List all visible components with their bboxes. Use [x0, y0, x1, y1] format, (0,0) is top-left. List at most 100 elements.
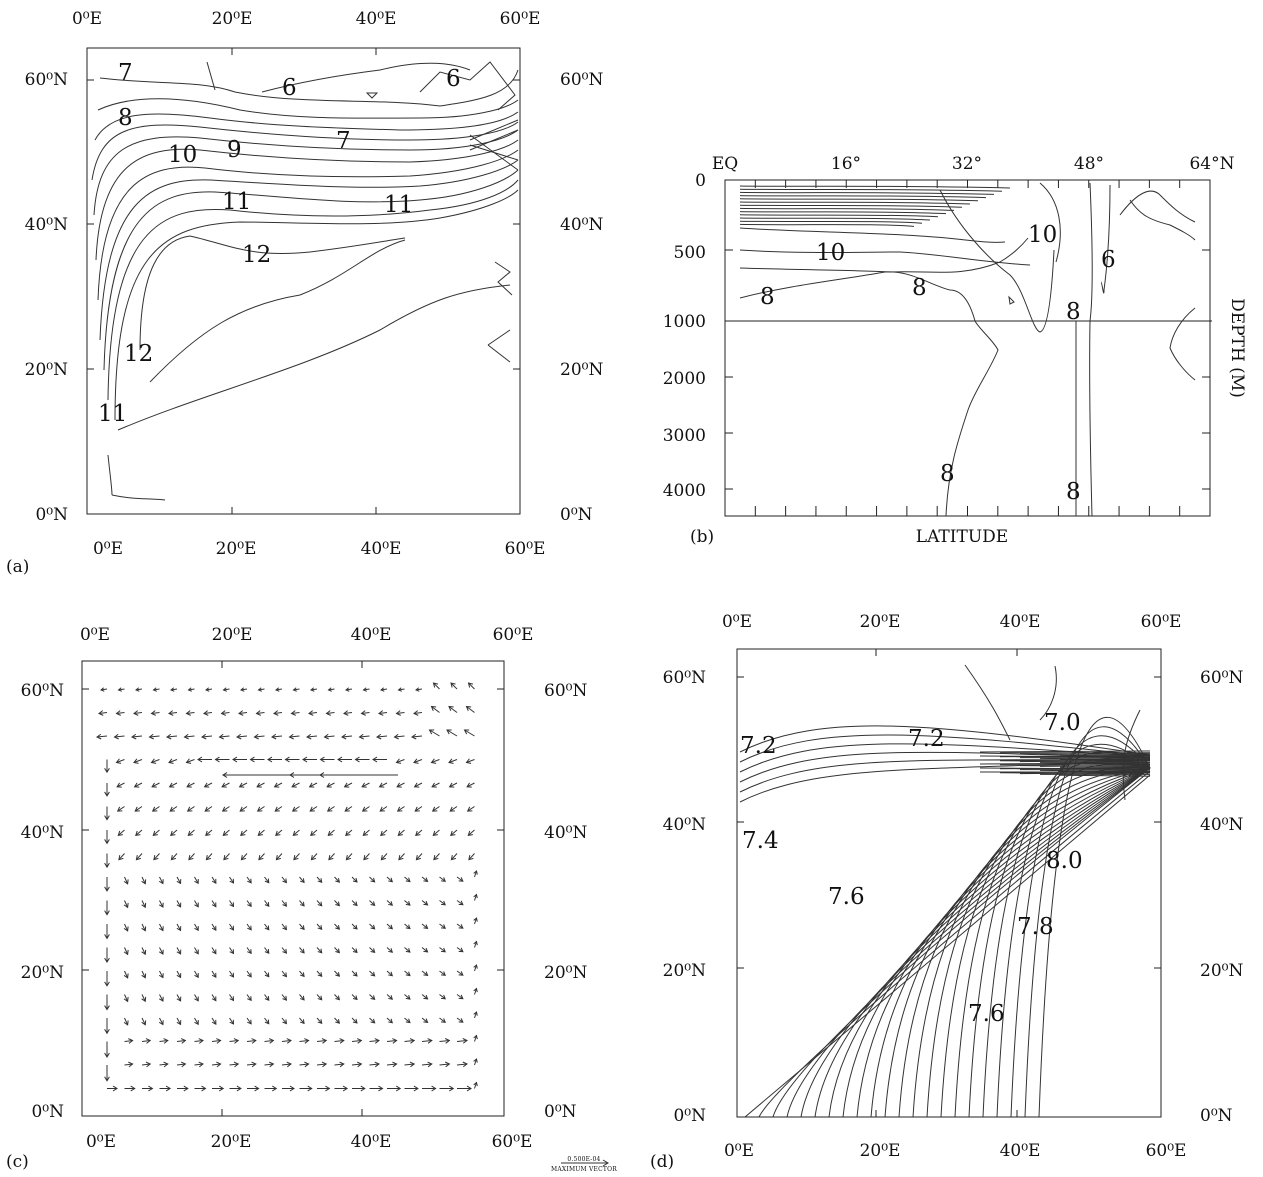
vector-arrow-184 — [246, 876, 252, 884]
vector-head-305 — [441, 994, 446, 1000]
a-label-12: 12 — [242, 242, 271, 268]
vector-arrow-210 — [316, 900, 323, 907]
vector-head-376 — [148, 1085, 154, 1092]
vector-arrow-11 — [293, 688, 300, 691]
vector-head-245 — [158, 949, 164, 955]
vector-arrow-180 — [176, 876, 182, 884]
c-bot-lon-0: 0⁰E — [86, 1132, 116, 1152]
vector-arrow-315 — [229, 1017, 234, 1025]
vector-arrow-89 — [116, 782, 125, 788]
vector-arrow-228 — [246, 923, 252, 931]
vector-head-213 — [370, 901, 376, 907]
vector-arrow-93 — [186, 782, 195, 788]
vector-head-359 — [233, 1061, 240, 1068]
vector-head-127 — [396, 806, 403, 812]
vector-head-159 — [188, 855, 194, 861]
vector-arrow-241 — [474, 917, 477, 925]
vector-arrow-100 — [309, 782, 318, 788]
vector-arrow-49 — [184, 735, 195, 738]
vector-arrow-146 — [345, 829, 353, 836]
d-contour-7 — [842, 767, 1151, 1118]
vector-arrow-24 — [133, 712, 143, 714]
vector-head-274 — [282, 972, 288, 978]
vector-arrow-41 — [431, 706, 440, 713]
vector-arrow-111 — [117, 806, 125, 812]
vector-head-58 — [341, 733, 347, 740]
b-dense-contour-1 — [739, 188, 1003, 192]
vector-head-247 — [194, 949, 199, 955]
a-right-lat-40: 40⁰N — [560, 215, 603, 235]
vector-head-290 — [176, 996, 182, 1002]
vector-head-106 — [413, 782, 420, 788]
vector-arrow-373 — [474, 1058, 477, 1066]
vector-head-385 — [307, 1085, 313, 1092]
vector-arrow-359 — [229, 1063, 239, 1066]
vector-arrow-272 — [246, 970, 252, 978]
vector-head-217 — [441, 900, 446, 906]
vector-arrow-269 — [194, 970, 199, 978]
vector-head-276 — [317, 972, 323, 978]
vector-arrow-274 — [281, 970, 287, 977]
d-front-46 — [1039, 764, 1151, 767]
vector-head-33 — [290, 710, 296, 716]
d-label-7.2: 7.2 — [908, 726, 945, 752]
a-top-lon-0: 0⁰E — [72, 9, 102, 29]
vector-arrow-26 — [168, 712, 178, 714]
vector-arrow-166 — [311, 853, 318, 861]
vector-arrow-351 — [474, 1035, 477, 1042]
vector-head-338 — [251, 1038, 257, 1044]
vector-arrow-33 — [291, 712, 300, 714]
vector-arrow-156 — [136, 853, 143, 861]
vector-arrow-200 — [141, 900, 146, 908]
vector-head-378 — [183, 1085, 189, 1092]
vector-head-367 — [374, 1061, 380, 1068]
vector-head-189 — [335, 878, 341, 883]
vector-head-130 — [449, 806, 455, 812]
vector-head-225 — [194, 926, 199, 932]
vector-head-28 — [203, 710, 209, 716]
vector-head-354 — [145, 1061, 152, 1068]
panel-a-ticks — [87, 48, 520, 514]
c-left-lat-60: 60⁰N — [21, 681, 64, 701]
vector-head-108 — [448, 782, 455, 788]
d-label-7.0: 7.0 — [1044, 710, 1081, 736]
vector-head-114 — [169, 806, 175, 812]
vector-head-323 — [370, 1018, 376, 1024]
vector-head-223 — [158, 926, 164, 932]
vector-head-383 — [272, 1085, 278, 1092]
vector-arrow-143 — [292, 829, 300, 836]
vector-arrow-262 — [456, 947, 464, 953]
vector-head-264 — [104, 981, 110, 987]
vector-arrow-282 — [421, 970, 428, 976]
b-contour-east-b — [1119, 190, 1196, 223]
vector-head-147 — [362, 830, 368, 837]
vector-head-111 — [116, 806, 123, 812]
vector-arrow-370 — [421, 1063, 432, 1066]
vector-head-206 — [247, 902, 252, 908]
vector-arrow-195 — [439, 876, 446, 882]
vector-arrow-115 — [187, 806, 195, 812]
vector-arrow-189 — [334, 876, 340, 883]
vector-arrow-226 — [211, 923, 217, 931]
vector-head-44 — [96, 733, 102, 740]
vector-head-134 — [135, 830, 141, 837]
vector-head-293 — [229, 996, 235, 1002]
vector-head-330 — [104, 1052, 110, 1059]
vector-arrow-340 — [281, 1040, 292, 1042]
panel-d-letter: (d) — [650, 1152, 674, 1172]
vector-arrow-299 — [334, 994, 340, 1000]
vector-head-341 — [304, 1038, 310, 1044]
vector-arrow-18 — [415, 688, 423, 691]
vector-head-19 — [432, 682, 439, 688]
vector-head-308 — [104, 1029, 110, 1035]
vector-head-368 — [392, 1061, 398, 1068]
vector-head-304 — [423, 994, 429, 1000]
vector-arrow-358 — [211, 1063, 221, 1066]
vector-arrow-345 — [369, 1040, 380, 1042]
vector-head-224 — [176, 926, 182, 932]
vector-head-360 — [251, 1061, 257, 1068]
vector-head-317 — [264, 1019, 270, 1025]
vector-arrow-19 — [433, 682, 440, 690]
vector-head-54 — [271, 733, 277, 740]
b-contour-8-east — [1089, 182, 1093, 517]
